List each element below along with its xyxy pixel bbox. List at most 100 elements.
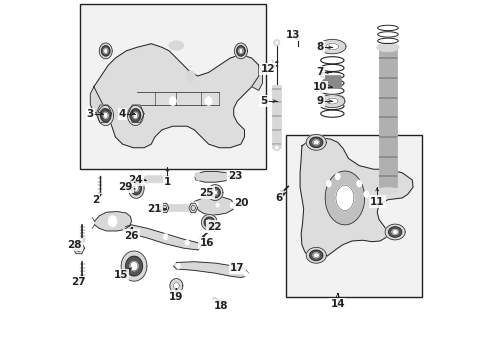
Ellipse shape <box>166 176 171 182</box>
Polygon shape <box>99 43 112 59</box>
Text: 4: 4 <box>119 109 126 119</box>
Text: 28: 28 <box>67 239 81 249</box>
Polygon shape <box>388 227 401 237</box>
Ellipse shape <box>378 188 396 194</box>
Ellipse shape <box>194 202 198 207</box>
Text: 5: 5 <box>260 96 267 106</box>
Bar <box>80 4 265 169</box>
Text: 20: 20 <box>233 198 247 208</box>
Text: 29: 29 <box>118 182 132 192</box>
Polygon shape <box>326 98 337 104</box>
Text: 18: 18 <box>214 301 228 311</box>
Ellipse shape <box>275 146 278 149</box>
Text: 24: 24 <box>127 175 142 185</box>
Polygon shape <box>125 256 142 276</box>
Text: 13: 13 <box>285 30 300 40</box>
Polygon shape <box>309 137 322 148</box>
Text: 11: 11 <box>369 197 384 207</box>
Ellipse shape <box>186 71 195 81</box>
Text: 2: 2 <box>92 195 99 205</box>
Ellipse shape <box>108 216 117 227</box>
Polygon shape <box>160 203 168 213</box>
Ellipse shape <box>376 43 398 52</box>
Polygon shape <box>125 225 201 250</box>
Ellipse shape <box>215 203 219 207</box>
Polygon shape <box>130 262 138 271</box>
Ellipse shape <box>356 180 361 187</box>
Polygon shape <box>195 171 230 182</box>
Polygon shape <box>209 188 220 198</box>
Ellipse shape <box>244 271 247 276</box>
Ellipse shape <box>98 193 102 196</box>
Ellipse shape <box>230 202 234 208</box>
Polygon shape <box>305 247 325 263</box>
Polygon shape <box>325 43 338 50</box>
Ellipse shape <box>273 144 280 151</box>
Ellipse shape <box>169 41 183 50</box>
Text: 21: 21 <box>147 204 162 214</box>
Polygon shape <box>188 203 197 213</box>
Ellipse shape <box>143 176 148 182</box>
Polygon shape <box>335 185 353 211</box>
FancyBboxPatch shape <box>163 204 194 212</box>
Bar <box>272 85 281 148</box>
Polygon shape <box>134 185 138 191</box>
Text: 27: 27 <box>71 277 86 287</box>
Text: 22: 22 <box>206 222 221 231</box>
Polygon shape <box>96 105 112 122</box>
Polygon shape <box>313 140 319 145</box>
Polygon shape <box>319 95 344 108</box>
Polygon shape <box>236 46 244 56</box>
Text: 10: 10 <box>312 82 326 92</box>
Polygon shape <box>251 65 262 90</box>
Polygon shape <box>169 279 183 293</box>
Polygon shape <box>102 46 110 56</box>
Polygon shape <box>325 171 364 225</box>
Polygon shape <box>90 87 104 116</box>
Polygon shape <box>127 105 143 126</box>
Polygon shape <box>305 134 325 150</box>
Ellipse shape <box>80 279 85 282</box>
Polygon shape <box>318 40 346 54</box>
Polygon shape <box>94 44 258 148</box>
Polygon shape <box>94 212 131 231</box>
Ellipse shape <box>204 96 212 105</box>
Polygon shape <box>73 243 84 254</box>
Text: 15: 15 <box>113 270 128 280</box>
Ellipse shape <box>198 237 203 240</box>
Ellipse shape <box>273 40 280 46</box>
Ellipse shape <box>279 190 284 194</box>
Text: 8: 8 <box>316 42 323 52</box>
Polygon shape <box>128 178 144 198</box>
Polygon shape <box>212 190 217 195</box>
Polygon shape <box>385 224 405 240</box>
Text: 26: 26 <box>124 231 139 240</box>
Ellipse shape <box>334 173 340 180</box>
Ellipse shape <box>184 239 189 245</box>
Polygon shape <box>300 138 412 260</box>
Polygon shape <box>98 105 113 126</box>
Polygon shape <box>239 49 243 53</box>
Ellipse shape <box>363 191 368 198</box>
Ellipse shape <box>176 263 180 269</box>
Text: 16: 16 <box>199 238 214 248</box>
Polygon shape <box>173 283 179 289</box>
Text: 1: 1 <box>163 177 171 187</box>
Ellipse shape <box>325 180 331 187</box>
Polygon shape <box>234 43 247 59</box>
Text: 19: 19 <box>169 292 183 302</box>
Polygon shape <box>204 217 214 228</box>
Text: 7: 7 <box>315 67 323 77</box>
Polygon shape <box>103 49 107 53</box>
Bar <box>378 47 396 187</box>
Polygon shape <box>201 215 217 230</box>
Ellipse shape <box>195 172 201 180</box>
Polygon shape <box>133 112 138 118</box>
Text: 12: 12 <box>260 64 274 74</box>
Polygon shape <box>131 182 141 195</box>
Polygon shape <box>207 185 223 201</box>
Polygon shape <box>313 253 319 258</box>
Text: 23: 23 <box>228 171 242 181</box>
Ellipse shape <box>212 297 216 300</box>
Polygon shape <box>121 251 147 281</box>
